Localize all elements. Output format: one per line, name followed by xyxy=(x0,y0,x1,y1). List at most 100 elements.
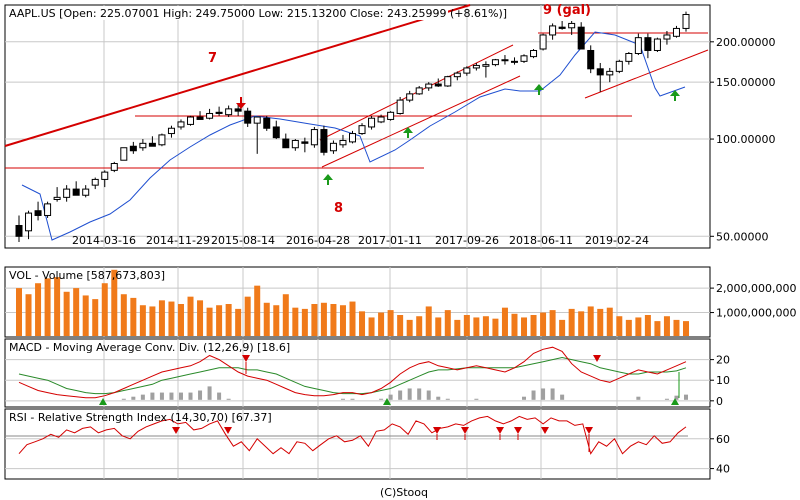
candle-body xyxy=(167,127,175,135)
buy-arrow-icon xyxy=(323,174,333,185)
candle xyxy=(520,54,528,63)
channel-line-recent xyxy=(584,49,709,99)
volume-bar xyxy=(444,310,451,336)
candle-body xyxy=(234,108,242,112)
macd-signal-line xyxy=(18,356,687,395)
volume-bar xyxy=(177,304,184,336)
candle-body xyxy=(396,99,404,114)
candle xyxy=(215,106,223,116)
volume-bar xyxy=(359,311,366,336)
rsi-panel xyxy=(4,408,711,480)
price-y-tick-label: 50.00000 xyxy=(716,230,769,243)
volume-bar xyxy=(378,312,385,336)
candle-body xyxy=(158,134,166,146)
ohlc-bracket-close: ] xyxy=(503,7,507,20)
candle-body xyxy=(491,59,499,66)
volume-bar xyxy=(654,321,661,336)
annotation-8: 8 xyxy=(334,201,343,216)
sell-arrow-icon xyxy=(172,427,180,434)
volume-bar xyxy=(63,291,70,336)
macd-histogram-bar xyxy=(217,392,222,400)
macd-histogram-bar xyxy=(541,388,546,400)
macd-histogram-bar xyxy=(140,394,145,400)
macd-histogram-bar xyxy=(188,392,193,400)
volume-bar xyxy=(578,311,585,336)
candle xyxy=(663,31,671,45)
sell-arrow-icon xyxy=(461,427,469,434)
ticker: AAPL.US xyxy=(9,7,56,20)
candle-body xyxy=(625,53,633,62)
volume-bar xyxy=(511,313,518,336)
candle xyxy=(110,161,118,173)
candle xyxy=(187,115,195,126)
candle-body xyxy=(187,116,195,125)
candle-body xyxy=(177,121,185,128)
price-header-background xyxy=(6,6,448,20)
volume-bar xyxy=(416,316,423,336)
candle xyxy=(634,33,642,56)
candle xyxy=(310,126,318,148)
volume-bar xyxy=(683,321,689,336)
macd-histogram-bar xyxy=(560,394,565,400)
macd-panel xyxy=(4,338,711,408)
price-y-tick-label: 200.00000 xyxy=(716,36,776,49)
change-value: (+8.61%) xyxy=(450,7,503,20)
low-label: Low: xyxy=(259,7,284,20)
sell-arrow-icon xyxy=(496,427,504,434)
buy-arrow-icon xyxy=(534,84,544,95)
volume-title: VOL - Volume [587,673,803] xyxy=(9,269,165,282)
candle-body xyxy=(482,64,490,67)
macd-histogram-bar xyxy=(350,398,355,400)
candle xyxy=(148,136,156,147)
candle-body xyxy=(206,112,214,119)
candle-body xyxy=(358,125,366,135)
volume-bar xyxy=(54,277,61,336)
macd-histogram-bar xyxy=(398,390,403,400)
signal-arrows xyxy=(236,84,680,185)
macd-histogram-bar xyxy=(379,398,384,400)
volume-bar xyxy=(254,285,261,336)
candle-body xyxy=(139,142,147,149)
candle xyxy=(577,22,585,50)
candle-body xyxy=(530,49,538,58)
volume-bar xyxy=(492,318,499,336)
candle-body xyxy=(587,49,595,70)
channel-line-lower xyxy=(321,75,521,168)
volume-bar xyxy=(197,300,204,336)
sell-arrow-icon xyxy=(236,97,246,109)
candle xyxy=(558,20,566,30)
macd-histogram-bar xyxy=(426,390,431,400)
candle-body xyxy=(253,116,261,124)
volume-bars xyxy=(16,269,689,336)
volume-bar xyxy=(111,269,118,336)
low-value: 215.13200 xyxy=(287,7,347,20)
price-x-tick-label: 2016-04-28 xyxy=(286,234,350,247)
candle xyxy=(244,107,252,127)
rsi-grid xyxy=(5,409,710,479)
annotation-9-gal: 9 (gal) xyxy=(543,3,591,18)
candle xyxy=(682,11,690,32)
volume-bar xyxy=(225,304,232,336)
candle-body xyxy=(520,55,528,62)
candle-body xyxy=(425,83,433,89)
macd-histogram-bar xyxy=(531,390,536,400)
volume-y-axis: 2,000,000,000 1,000,000,000 xyxy=(710,282,796,320)
candle xyxy=(263,115,271,131)
buy-arrow-icon xyxy=(670,90,680,101)
volume-bar xyxy=(473,317,480,336)
candle-body xyxy=(25,212,33,232)
candle xyxy=(101,170,109,188)
candle xyxy=(625,51,633,65)
candle xyxy=(349,130,356,144)
candle xyxy=(530,49,538,59)
volume-bar xyxy=(16,288,22,336)
price-panel xyxy=(4,4,711,249)
candle xyxy=(291,139,299,151)
candle xyxy=(568,20,576,35)
volume-bar xyxy=(320,302,327,336)
price-x-tick-label: 2018-06-11 xyxy=(509,234,573,247)
candle-body xyxy=(44,203,52,216)
trend-lines xyxy=(4,4,709,169)
price-x-tick-label: 2015-08-14 xyxy=(211,234,275,247)
macd-histogram-bar xyxy=(388,394,393,400)
